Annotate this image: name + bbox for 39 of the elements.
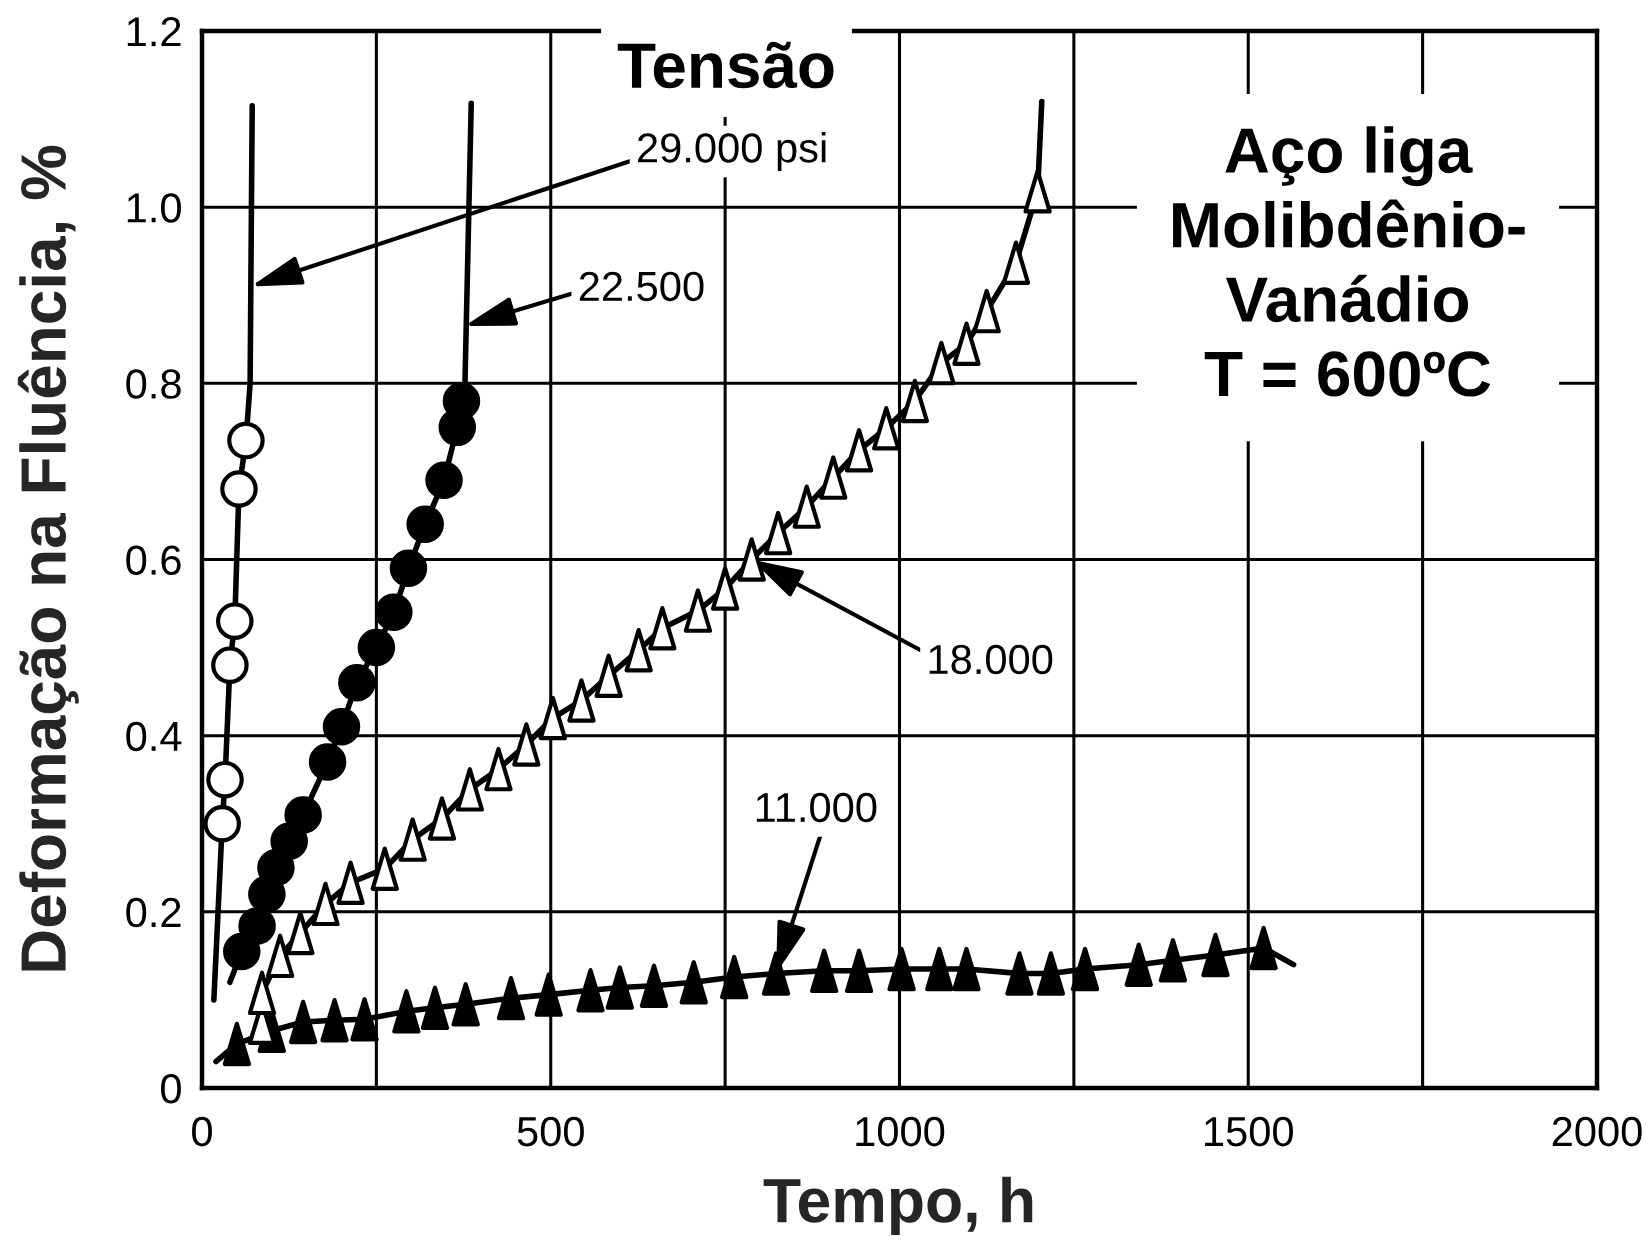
point bbox=[223, 932, 261, 971]
y-tick-label: 0.2 bbox=[126, 897, 181, 928]
y-tick-label: 1.0 bbox=[127, 193, 181, 223]
point bbox=[338, 664, 376, 702]
point bbox=[322, 708, 361, 746]
annotation: 29.000 psi bbox=[638, 132, 826, 171]
point bbox=[227, 421, 265, 460]
point bbox=[220, 470, 258, 508]
point bbox=[425, 461, 463, 499]
y-axis-title: Deformação na Fluência, % bbox=[17, 145, 79, 971]
point bbox=[308, 743, 347, 781]
annotation: 18.000 bbox=[929, 644, 1053, 675]
point bbox=[270, 822, 308, 861]
point bbox=[284, 796, 322, 834]
annotation: Aço liga Molibdênio- Vanádio T = 600ºC bbox=[1173, 126, 1525, 397]
annotation: Tensão bbox=[617, 41, 834, 89]
point bbox=[357, 628, 396, 667]
annotation: 22.500 bbox=[579, 271, 704, 302]
point bbox=[389, 549, 428, 588]
point bbox=[442, 382, 481, 420]
y-tick-label: 0.6 bbox=[126, 545, 181, 576]
point bbox=[211, 646, 249, 684]
y-tick-label: 0.4 bbox=[126, 721, 182, 752]
x-tick-label: 1500 bbox=[1205, 1116, 1293, 1147]
point bbox=[206, 760, 244, 799]
x-tick-label: 1000 bbox=[856, 1116, 945, 1147]
point bbox=[216, 602, 254, 640]
x-tick-label: 0 bbox=[192, 1116, 212, 1147]
x-tick-label: 2000 bbox=[1552, 1116, 1642, 1147]
x-axis-title: Tempo, h bbox=[763, 1176, 1033, 1236]
point bbox=[238, 907, 276, 945]
point bbox=[406, 505, 444, 544]
point bbox=[375, 593, 413, 632]
point bbox=[203, 804, 241, 843]
annotation: 11.000 bbox=[756, 792, 877, 823]
x-tick-label: 500 bbox=[517, 1116, 584, 1147]
y-tick-label: 0 bbox=[161, 1074, 181, 1104]
y-tick-label: 0.8 bbox=[126, 369, 181, 399]
y-tick-label: 1.2 bbox=[127, 17, 181, 47]
